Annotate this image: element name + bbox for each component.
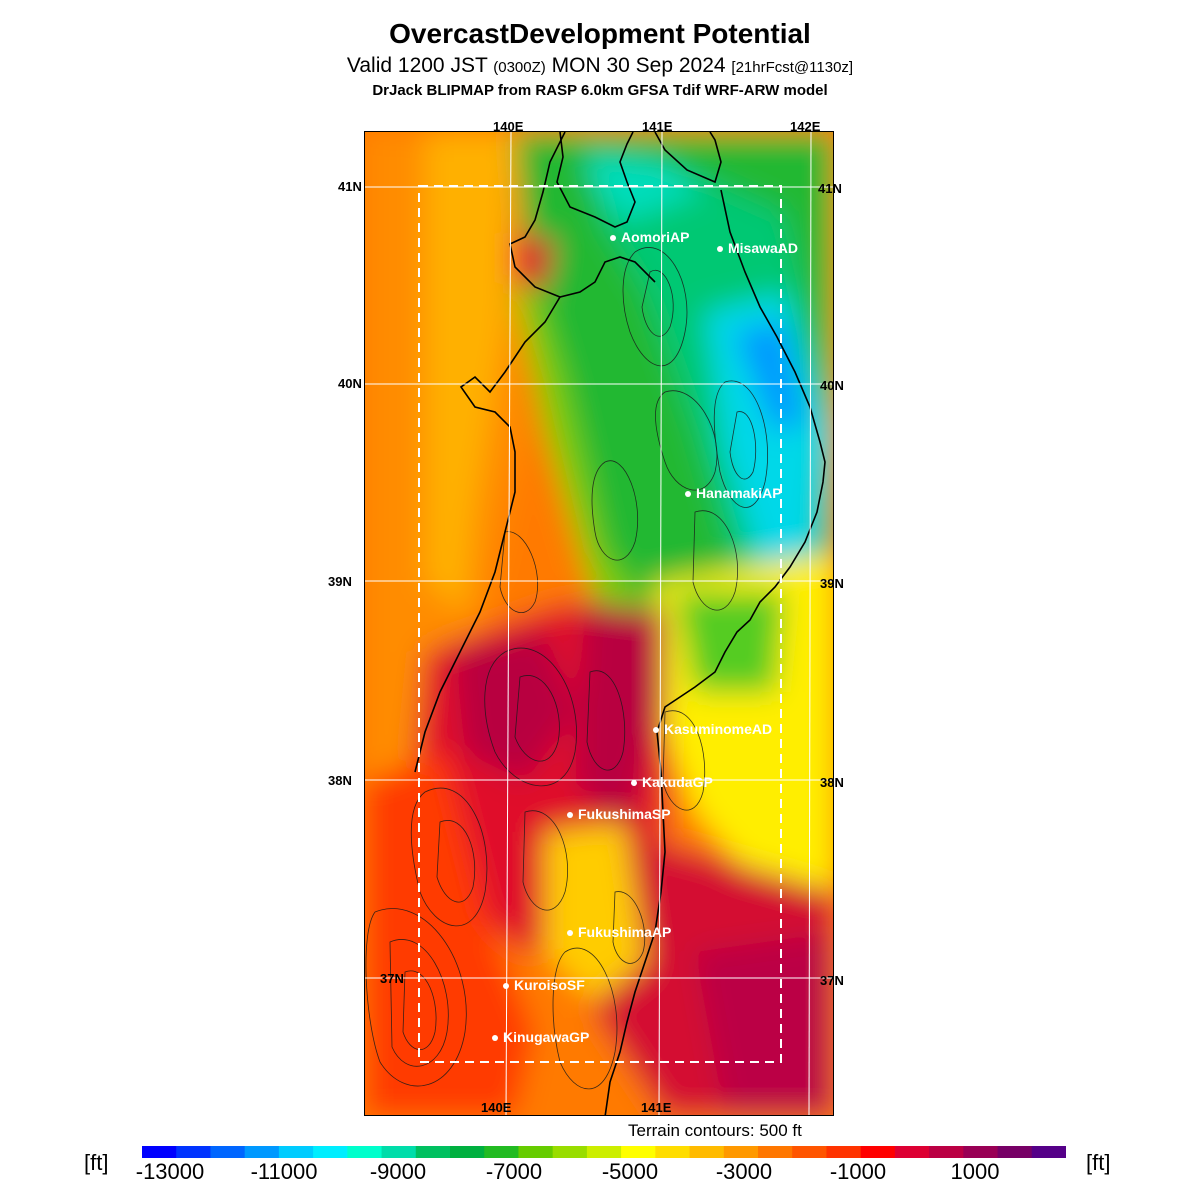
colorbar-swatch — [963, 1146, 999, 1158]
colorbar-swatch — [758, 1146, 793, 1158]
terrain-contour-note: Terrain contours: 500 ft — [628, 1121, 802, 1140]
station-label: AomoriAP — [621, 229, 690, 245]
lat-label-right: 37N — [820, 973, 844, 988]
colorbar-swatch — [450, 1146, 485, 1158]
station-marker — [685, 491, 691, 497]
colorbar-tick-label: -1000 — [829, 1159, 887, 1184]
valid-time-subtitle: Valid 1200 JST (0300Z) MON 30 Sep 2024 [… — [0, 54, 1200, 78]
lon-label-top: 142E — [790, 119, 821, 134]
valid-time-utc: (0300Z) — [493, 59, 546, 76]
lat-label-right: 41N — [818, 181, 842, 196]
colorbar-swatch — [621, 1146, 656, 1158]
colorbar-swatch — [655, 1146, 691, 1158]
chart-title: OvercastDevelopment Potential — [389, 18, 811, 49]
colorbar-swatch — [484, 1146, 520, 1158]
station-marker — [717, 246, 723, 252]
station-label: FukushimaAP — [578, 924, 672, 940]
colorbar-unit-left: [ft] — [84, 1150, 109, 1175]
colorbar-tick-label: -3000 — [715, 1159, 773, 1184]
colorbar-tick-label: 1000 — [950, 1159, 1000, 1184]
lon-label-bottom: 141E — [641, 1100, 672, 1115]
colorbar-swatch — [244, 1146, 280, 1158]
colorbar-swatch — [929, 1146, 964, 1158]
station-marker — [653, 727, 659, 733]
colorbar-swatch — [415, 1146, 451, 1158]
lon-label-top: 140E — [493, 119, 524, 134]
domain-box — [418, 185, 782, 1063]
colorbar-swatch — [210, 1146, 246, 1158]
colorbar-swatch — [1031, 1146, 1066, 1158]
colorbar-swatch — [518, 1146, 554, 1158]
colorbar-swatch — [826, 1146, 862, 1158]
station-label: HanamakiAP — [696, 485, 782, 501]
station-label: MisawaAD — [728, 240, 799, 256]
colorbar-swatch — [689, 1146, 725, 1158]
colorbar-swatch — [552, 1146, 588, 1158]
colorbar-swatch — [142, 1146, 177, 1158]
forecast-map — [364, 131, 834, 1116]
station-label: KasuminomeAD — [664, 721, 773, 737]
station-marker — [631, 780, 637, 786]
colorbar-swatch — [586, 1146, 622, 1158]
colorbar-tick-label: -9000 — [369, 1159, 427, 1184]
colorbar-swatch — [381, 1146, 417, 1158]
lon-label-bottom: 140E — [481, 1100, 512, 1115]
lon-label-top: 141E — [642, 119, 673, 134]
field-shading — [365, 132, 833, 1115]
terrain-contours — [365, 247, 768, 1090]
lat-label-left: 41N — [338, 179, 362, 194]
colorbar — [142, 1146, 1066, 1158]
forecast-run: [21hrFcst@1130z] — [731, 59, 854, 76]
lat-label-right: 39N — [820, 576, 844, 591]
colorbar-swatch — [313, 1146, 348, 1158]
colorbar-tick-label: -7000 — [485, 1159, 543, 1184]
colorbar-swatch — [347, 1146, 383, 1158]
station-marker — [567, 812, 573, 818]
colorbar-swatch — [278, 1146, 314, 1158]
colorbar-swatch — [997, 1146, 1033, 1158]
colorbar-swatch — [792, 1146, 828, 1158]
station-marker — [610, 235, 616, 241]
colorbar-swatch — [860, 1146, 896, 1158]
lat-label-left: 38N — [328, 773, 352, 788]
station-marker — [492, 1035, 498, 1041]
colorbar-tick-label: -13000 — [135, 1159, 205, 1184]
colorbar-unit-right: [ft] — [1086, 1150, 1111, 1175]
lat-label-left: 37N — [380, 971, 404, 986]
station-label: KinugawaGP — [503, 1029, 590, 1045]
station-label: FukushimaSP — [578, 806, 671, 822]
station-label: KakudaGP — [642, 774, 713, 790]
colorbar-tick-label: -11000 — [250, 1159, 318, 1184]
lat-label-right: 38N — [820, 775, 844, 790]
lat-label-right: 40N — [820, 378, 844, 393]
valid-time: Valid 1200 JST — [346, 54, 488, 77]
station-label: KuroisoSF — [514, 977, 585, 993]
valid-date: MON 30 Sep 2024 — [551, 54, 726, 77]
colorbar-swatch — [176, 1146, 212, 1158]
colorbar-swatch — [723, 1146, 759, 1158]
colorbar-tick-label: -5000 — [601, 1159, 659, 1184]
station-marker — [567, 930, 573, 936]
lat-label-left: 40N — [338, 376, 362, 391]
station-marker — [503, 983, 509, 989]
model-description: DrJack BLIPMAP from RASP 6.0km GFSA Tdif… — [372, 82, 828, 99]
lat-label-left: 39N — [328, 574, 352, 589]
colorbar-swatch — [894, 1146, 930, 1158]
